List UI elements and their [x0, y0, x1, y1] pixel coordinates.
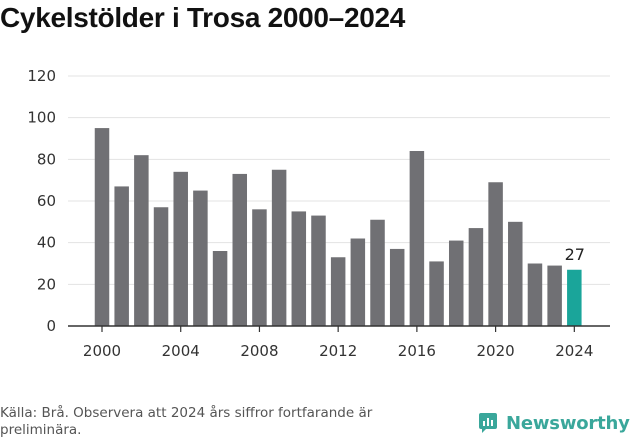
bar-2019 — [468, 228, 484, 326]
bar-2010 — [291, 211, 307, 326]
y-tick-label: 40 — [37, 234, 56, 252]
bar-2023 — [547, 265, 562, 326]
bar-2013 — [350, 238, 366, 326]
bar-2018 — [448, 240, 464, 326]
y-tick-label: 0 — [46, 317, 56, 335]
bar-2012 — [330, 257, 346, 326]
bar-2011 — [311, 215, 326, 326]
x-tick-label: 2008 — [240, 342, 278, 360]
bar-2007 — [232, 173, 248, 326]
y-tick-label: 120 — [27, 67, 56, 85]
bar-2016 — [409, 151, 425, 326]
bar-2014 — [370, 219, 385, 326]
source-note: Källa: Brå. Observera att 2024 års siffr… — [0, 405, 373, 438]
bar-2008 — [252, 209, 267, 326]
x-tick-label: 2000 — [83, 342, 121, 360]
x-tick-label: 2012 — [319, 342, 357, 360]
bar-2021 — [508, 221, 523, 326]
y-tick-label: 20 — [37, 275, 56, 293]
bar-2015 — [389, 248, 405, 326]
bar-2017 — [429, 261, 444, 326]
bar-2024 — [567, 269, 582, 326]
bars — [94, 128, 582, 326]
bar-2006 — [212, 251, 228, 326]
bar-2000 — [94, 128, 110, 326]
bar-chart: 0 20 40 60 80 100 120 2000 2004 2008 2012 2016 2020… — [27, 67, 610, 360]
bar-2009 — [271, 169, 287, 326]
chart-title: Cykelstölder i Trosa 2000–2024 — [0, 2, 406, 33]
bar-2020 — [488, 182, 503, 326]
bar-2003 — [153, 207, 169, 326]
x-tick-label: 2020 — [477, 342, 515, 360]
y-axis-ticks: 0 20 40 60 80 100 120 — [27, 67, 56, 335]
y-tick-label: 80 — [37, 150, 56, 168]
bar-2002 — [134, 155, 149, 326]
x-axis-ticks: 2000 2004 2008 2012 2016 2020 2024 — [83, 326, 593, 360]
bar-2005 — [193, 190, 208, 326]
data-labels: 27 — [565, 245, 585, 264]
x-tick-label: 2004 — [162, 342, 200, 360]
data-label-2024: 27 — [565, 245, 585, 264]
brand-logo-link[interactable]: Newsworthy — [476, 408, 630, 438]
bar-2004 — [173, 171, 188, 326]
newsworthy-logo-icon — [479, 413, 497, 433]
brand-name: Newsworthy — [506, 412, 630, 434]
y-tick-label: 100 — [27, 109, 56, 127]
gridlines — [68, 75, 610, 285]
y-tick-label: 60 — [37, 192, 56, 210]
bar-2001 — [114, 186, 129, 326]
bar-2022 — [527, 263, 543, 326]
x-tick-label: 2016 — [398, 342, 436, 360]
x-tick-label: 2024 — [555, 342, 593, 360]
